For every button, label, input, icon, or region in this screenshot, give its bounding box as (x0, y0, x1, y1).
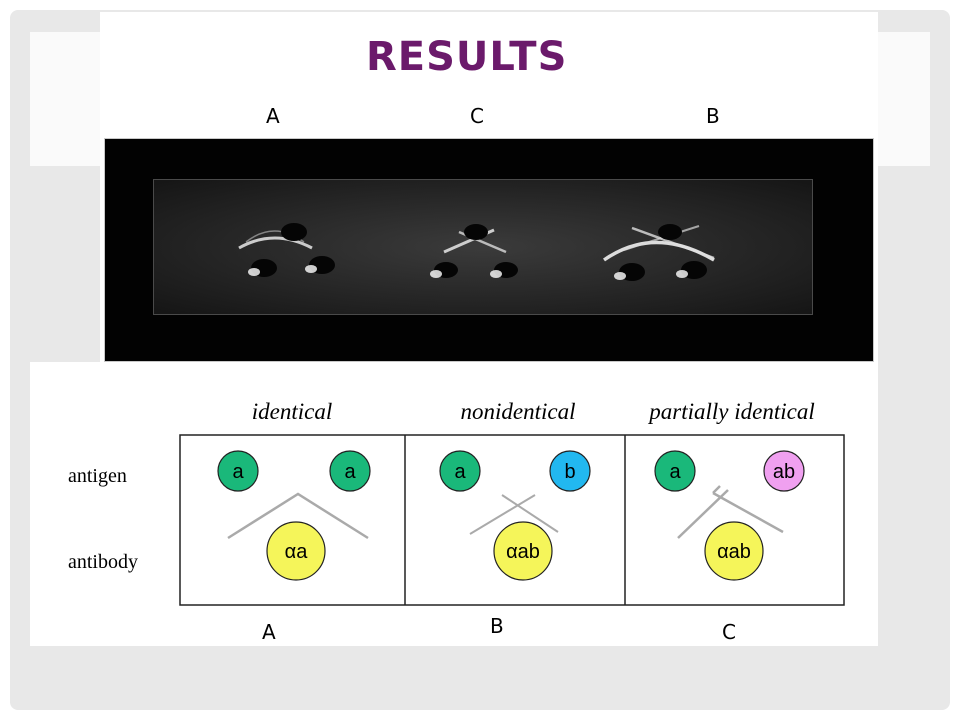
antibody-well (493, 521, 553, 581)
antigen-well (654, 450, 696, 492)
ouchterlony-diagram: identical nonidentical partially identic… (30, 362, 878, 646)
precipitin-spur (712, 485, 721, 494)
heading-partially-identical: partially identical (647, 399, 814, 424)
panel-identical: a a αa (217, 450, 371, 581)
precipitin-line-identical (227, 492, 369, 540)
gel-group-1 (238, 223, 335, 277)
bottom-label-c: C (722, 620, 736, 644)
antigen-label: a (669, 461, 681, 483)
gel-group-2 (430, 224, 518, 278)
panel-nonidentical: a b αab (439, 450, 591, 581)
antigen-well (329, 450, 371, 492)
antigen-label: ab (773, 461, 795, 483)
antibody-well (704, 521, 764, 581)
heading-identical: identical (252, 399, 332, 424)
antigen-label: a (454, 461, 466, 483)
antigen-well (763, 450, 805, 492)
gel-wells-svg (238, 223, 715, 281)
antigen-label: a (344, 461, 356, 483)
antigen-label: b (564, 461, 575, 483)
antibody-label: αab (506, 541, 540, 563)
row-label-antigen: antigen (68, 465, 127, 487)
antigen-well (439, 450, 481, 492)
heading-nonidentical: nonidentical (461, 399, 576, 424)
antibody-label: αab (717, 541, 751, 563)
top-label-b: B (706, 104, 720, 128)
bottom-label-a: A (262, 620, 276, 644)
antibody-label: αa (285, 541, 309, 563)
antibody-well (266, 521, 326, 581)
antigen-well (217, 450, 259, 492)
row-label-antibody: antibody (68, 551, 138, 573)
antigen-label: a (232, 461, 244, 483)
gel-group-3 (602, 224, 715, 281)
gel-well (658, 224, 682, 240)
diagram-frame (179, 434, 845, 606)
panel-partially-identical: a ab αab (654, 450, 805, 581)
precipitin-line-ab (712, 491, 784, 534)
gel-well (281, 223, 307, 241)
antigen-well (549, 450, 591, 492)
precipitin-line-a (469, 494, 536, 535)
top-label-a: A (266, 104, 280, 128)
diagram-svg: identical nonidentical partially identic… (68, 399, 845, 606)
bottom-label-b: B (490, 614, 504, 638)
gel-well (464, 224, 488, 240)
gel-plate (153, 179, 813, 315)
precipitin-line-b (501, 494, 559, 533)
gel-photo (104, 138, 874, 362)
slide-title: RESULTS (366, 34, 568, 80)
top-label-c: C (470, 104, 484, 128)
